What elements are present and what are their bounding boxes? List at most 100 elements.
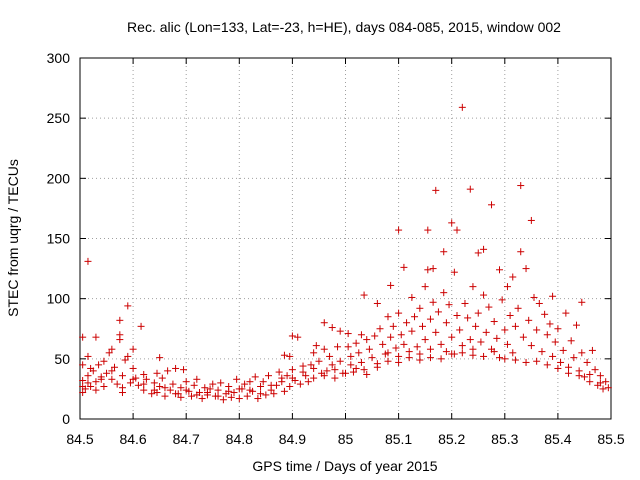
data-point <box>172 364 180 372</box>
data-point <box>485 303 493 311</box>
data-point <box>514 304 522 312</box>
data-point <box>411 313 419 321</box>
data-point <box>453 226 461 234</box>
data-point <box>265 372 273 380</box>
data-point <box>557 358 565 366</box>
data-point <box>501 326 509 334</box>
data-point <box>331 374 339 382</box>
data-point <box>328 361 336 369</box>
y-tick-label: 250 <box>47 110 71 126</box>
data-point <box>472 322 480 330</box>
data-point <box>246 378 254 386</box>
data-point <box>397 331 405 339</box>
data-point <box>214 392 222 400</box>
data-point <box>79 361 87 369</box>
x-tick-label: 85.4 <box>544 431 571 447</box>
data-point <box>198 395 206 403</box>
data-point <box>543 361 551 369</box>
data-point <box>474 249 482 257</box>
x-tick-label: 85.2 <box>438 431 465 447</box>
chart-title: Rec. alic (Lon=133, Lat=-23, h=HE), days… <box>127 19 561 35</box>
data-point <box>188 392 196 400</box>
data-point <box>392 344 400 352</box>
data-point <box>596 379 604 387</box>
data-point <box>522 358 530 366</box>
data-point <box>464 314 472 322</box>
data-point <box>257 390 265 398</box>
data-point <box>177 393 185 401</box>
data-point <box>578 349 586 357</box>
data-point <box>328 324 336 332</box>
data-point <box>429 265 437 273</box>
data-point <box>373 299 381 307</box>
data-point <box>440 248 448 256</box>
data-point <box>511 322 519 330</box>
data-point <box>527 342 535 350</box>
data-point <box>418 322 426 330</box>
data-point <box>312 342 320 350</box>
data-point <box>429 298 437 306</box>
data-point <box>461 299 469 307</box>
data-point <box>342 369 349 377</box>
data-point <box>596 372 604 380</box>
data-point <box>426 345 434 353</box>
y-tick-label: 0 <box>62 411 70 427</box>
data-point <box>320 345 328 353</box>
data-point <box>299 362 307 370</box>
data-point <box>395 309 403 317</box>
data-point <box>349 368 357 376</box>
data-point <box>92 386 100 394</box>
data-point <box>509 273 517 281</box>
data-point <box>538 348 546 356</box>
data-point <box>535 299 543 307</box>
data-point <box>108 367 116 375</box>
data-point <box>466 336 474 344</box>
data-point <box>602 378 610 386</box>
data-point <box>118 384 126 392</box>
data-point <box>92 378 100 386</box>
data-point <box>97 375 105 383</box>
data-point <box>480 291 488 299</box>
data-point <box>424 226 432 234</box>
data-point <box>124 302 132 310</box>
data-point <box>111 363 119 371</box>
data-point <box>288 366 296 374</box>
data-point <box>246 386 254 394</box>
data-point <box>235 395 243 403</box>
data-point <box>408 327 416 335</box>
data-point <box>360 366 368 374</box>
data-point <box>230 389 238 397</box>
data-point <box>442 319 450 327</box>
data-point <box>416 304 424 312</box>
x-tick-label: 85.3 <box>491 431 518 447</box>
data-point <box>164 367 172 375</box>
data-point <box>302 372 310 380</box>
data-point <box>177 384 185 392</box>
data-point <box>105 349 113 357</box>
data-point <box>254 395 262 403</box>
y-tick-label: 100 <box>47 291 71 307</box>
data-point <box>395 352 403 360</box>
data-point <box>448 219 456 227</box>
data-point <box>87 364 95 372</box>
data-point <box>400 340 408 348</box>
data-point <box>416 356 424 364</box>
data-point <box>501 355 509 363</box>
data-point <box>604 384 612 392</box>
data-point <box>307 361 315 369</box>
data-point <box>541 310 549 318</box>
data-point <box>217 379 225 387</box>
data-point <box>551 338 559 346</box>
data-point <box>469 283 477 291</box>
data-point <box>320 319 328 327</box>
data-point <box>421 336 429 344</box>
data-point <box>148 390 156 398</box>
data-point <box>469 351 477 359</box>
data-point <box>320 372 328 380</box>
data-point <box>445 301 453 309</box>
data-point <box>336 357 344 365</box>
data-point <box>150 386 158 394</box>
y-tick-label: 50 <box>54 351 70 367</box>
data-point <box>235 385 243 393</box>
data-point <box>299 368 307 376</box>
